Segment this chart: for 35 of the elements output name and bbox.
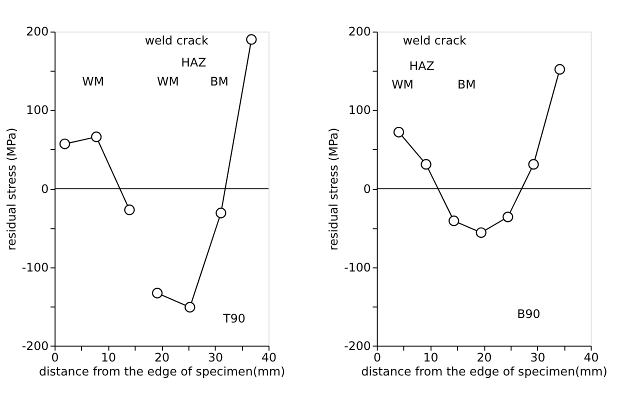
y-tick-label: 100: [26, 103, 49, 118]
y-tick-label: -100: [344, 260, 371, 274]
annotation: B90: [517, 306, 540, 321]
annotation: HAZ: [181, 56, 206, 70]
annotation: T90: [222, 312, 246, 326]
y-tick-label: -200: [344, 338, 371, 353]
annotation: BM: [210, 74, 228, 89]
x-axis-title: distance from the edge of specimen(mm): [38, 364, 286, 378]
x-tick-label: 10: [101, 350, 116, 365]
y-axis-title: residual stress (MPa): [4, 128, 18, 250]
annotation: WM: [392, 78, 414, 92]
y-tick-label: -100: [22, 260, 49, 274]
annotation: weld crack: [144, 34, 208, 48]
x-tick-label: 20: [476, 350, 492, 365]
y-axis-title: residual stress (MPa): [326, 128, 341, 250]
x-tick-label: 40: [261, 350, 277, 365]
x-tick-label: 10: [423, 350, 438, 365]
y-tick-label: 200: [348, 24, 371, 39]
annotation: HAZ: [409, 58, 434, 73]
annotation: WM: [157, 74, 179, 89]
x-tick-label: 40: [584, 350, 599, 365]
y-tick-label: 0: [41, 182, 49, 196]
annotation: BM: [458, 78, 476, 92]
x-tick-label: 20: [154, 350, 170, 365]
x-axis-title: distance from the edge of specimen(mm): [361, 364, 608, 378]
x-tick-label: 0: [374, 350, 382, 365]
x-tick-label: 30: [208, 350, 224, 365]
y-tick-label: 200: [26, 24, 49, 39]
x-tick-label: 30: [530, 350, 546, 365]
annotation: weld crack: [402, 34, 466, 48]
x-tick-label: 0: [51, 350, 59, 365]
y-tick-label: -200: [22, 338, 49, 353]
annotation: WM: [82, 74, 104, 89]
y-tick-label: 100: [348, 103, 371, 118]
y-tick-label: 0: [363, 182, 371, 196]
